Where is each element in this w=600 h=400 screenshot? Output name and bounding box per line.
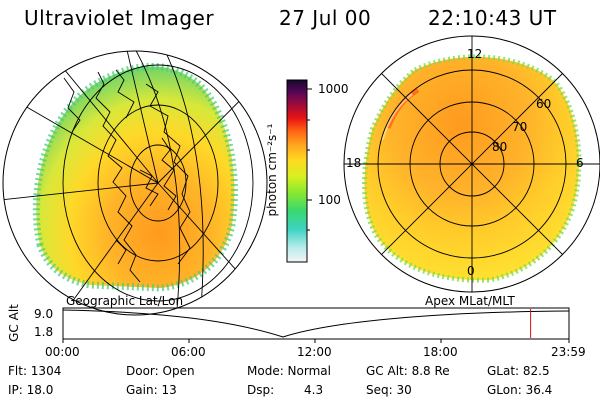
left-aurora-fill xyxy=(36,66,235,288)
left-aurora-edge xyxy=(32,62,238,292)
right-aurora-edge xyxy=(361,54,582,283)
altitude-curve xyxy=(62,309,570,338)
mlat-label-80: 80 xyxy=(492,140,508,154)
mlt-label-18: 18 xyxy=(346,156,362,170)
mlt-label-6: 6 xyxy=(576,156,584,170)
left-panel-caption: Geographic Lat/Lon xyxy=(66,294,184,308)
status-gain: Gain: 13 xyxy=(126,383,177,397)
status-flight: Flt: 1304 xyxy=(8,364,62,378)
status-geo-longitude: GLon: 36.4 xyxy=(487,383,553,397)
color-bar xyxy=(286,79,312,263)
status-dsp-label: Dsp: xyxy=(247,383,275,397)
status-geo-latitude: GLat: 82.5 xyxy=(487,364,550,378)
status-mode: Mode: Normal xyxy=(247,364,331,378)
time-tick-0000: 00:00 xyxy=(45,345,80,359)
observation-date: 27 Jul 00 xyxy=(279,6,372,30)
altitude-ytick-9: 9.0 xyxy=(34,307,54,321)
mlat-label-60: 60 xyxy=(536,97,552,111)
colorbar-units: photon cm⁻²s⁻¹ xyxy=(265,123,279,217)
time-tick-1200: 12:00 xyxy=(297,345,332,359)
mlat-label-70: 70 xyxy=(512,120,528,134)
right-panel-caption: Apex MLat/MLT xyxy=(425,294,515,308)
status-sequence: Seq: 30 xyxy=(366,383,412,397)
altitude-plot-frame xyxy=(62,307,570,340)
magnetic-image xyxy=(343,35,600,293)
status-door: Door: Open xyxy=(126,364,195,378)
geographic-image xyxy=(2,50,268,316)
altitude-ylabel: GC Alt xyxy=(7,304,21,342)
time-tick-1800: 18:00 xyxy=(423,345,458,359)
mlt-label-12: 12 xyxy=(467,47,483,61)
status-dsp-value: 4.3 xyxy=(304,383,324,397)
colorbar-tick-100: 100 xyxy=(318,193,341,207)
time-tick-2359: 23:59 xyxy=(551,345,586,359)
left-image-boundary xyxy=(2,50,268,316)
status-ip: IP: 18.0 xyxy=(8,383,54,397)
mlt-label-0: 0 xyxy=(467,264,475,278)
right-image-boundary xyxy=(343,35,600,293)
observation-time: 22:10:43 UT xyxy=(428,6,557,30)
altitude-ytick-1-8: 1.8 xyxy=(34,325,54,339)
instrument-title: Ultraviolet Imager xyxy=(24,6,215,30)
altitude-plot xyxy=(62,307,570,343)
status-gc-altitude: GC Alt: 8.8 Re xyxy=(366,364,450,378)
colorbar-tick-1000: 1000 xyxy=(318,82,349,96)
time-tick-0600: 06:00 xyxy=(171,345,206,359)
